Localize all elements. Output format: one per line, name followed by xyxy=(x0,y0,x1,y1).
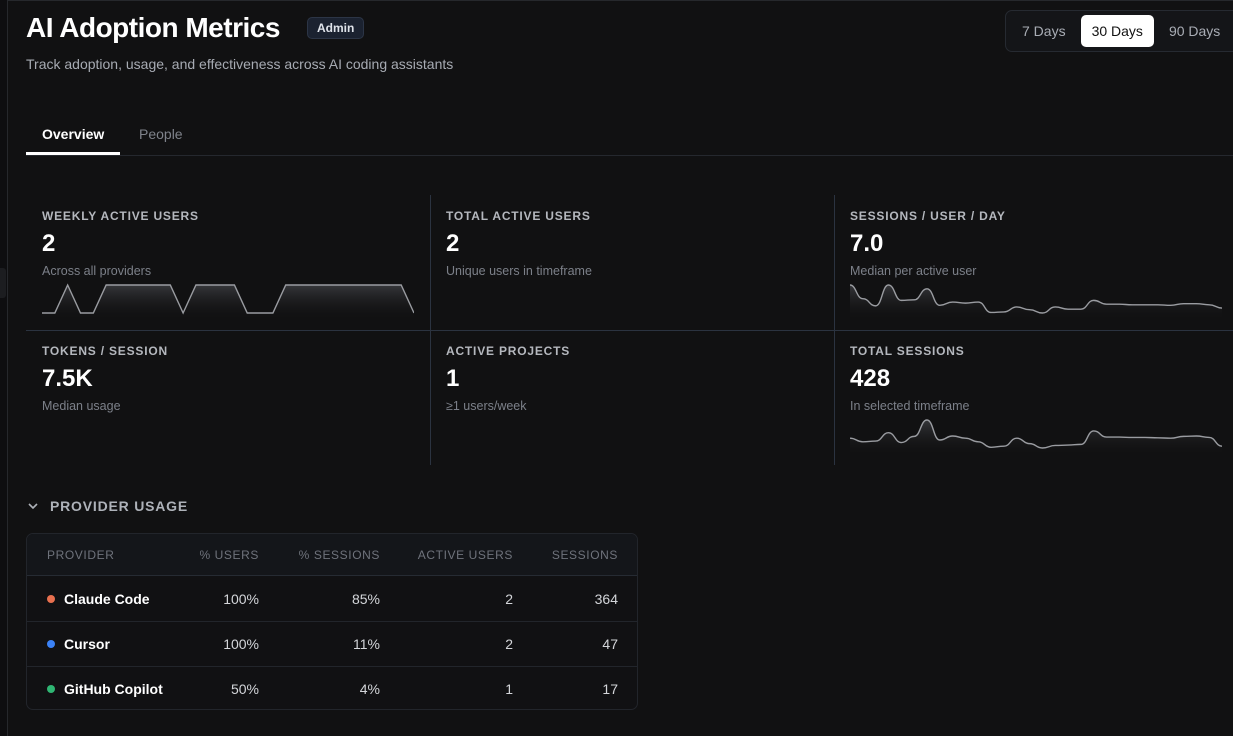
top-divider xyxy=(8,0,1233,1)
active-users-cell: 1 xyxy=(505,681,513,697)
metric-value: 2 xyxy=(446,230,460,257)
column-header: ACTIVE USERS xyxy=(417,547,513,562)
pct-users-cell: 100% xyxy=(223,590,259,607)
provider-name: Claude Code xyxy=(64,590,150,607)
provider-color-dot xyxy=(47,594,55,603)
metric-subtext: Median per active user xyxy=(850,264,977,278)
pct-sessions-cell: 11% xyxy=(353,636,380,652)
metric-label: SESSIONS / USER / DAY xyxy=(850,209,1006,223)
metric-value: 2 xyxy=(42,230,56,257)
sparkline-line xyxy=(850,284,1222,314)
column-header: % USERS xyxy=(199,547,259,562)
weekly-active-users-sparkline xyxy=(42,283,414,321)
sidebar-handle[interactable] xyxy=(0,268,6,298)
metric-value: 7.0 xyxy=(850,230,884,257)
metric-label: ACTIVE PROJECTS xyxy=(446,344,571,358)
chevron-down-icon xyxy=(28,503,38,510)
metric-value: 428 xyxy=(850,365,891,392)
column-header: PROVIDER xyxy=(47,547,115,562)
metric-subtext: Median usage xyxy=(42,399,121,413)
metric-value: 7.5K xyxy=(42,365,93,392)
sessions-cell: 364 xyxy=(594,590,618,607)
metric-subtext: Across all providers xyxy=(42,264,152,278)
metric-sessions-per-user-day: SESSIONS / USER / DAY 7.0 Median per act… xyxy=(834,195,1233,330)
metric-total-sessions: TOTAL SESSIONS 428 In selected timeframe xyxy=(834,330,1233,465)
provider-cell: GitHub Copilot xyxy=(27,681,177,697)
sidebar-edge xyxy=(0,0,8,736)
column-header: % SESSIONS xyxy=(298,547,380,562)
section-title: PROVIDER USAGE xyxy=(50,498,188,514)
sparkline-area xyxy=(42,285,414,321)
provider-usage-table: PROVIDER % USERS % SESSIONS ACTIVE USERS… xyxy=(26,533,638,710)
metric-label: TOKENS / SESSION xyxy=(42,344,168,358)
table-row: GitHub Copilot 50% 4% 1 17 xyxy=(27,666,637,709)
provider-name: Cursor xyxy=(64,636,110,652)
range-90-days-button[interactable]: 90 Days xyxy=(1158,15,1231,47)
tab-overview[interactable]: Overview xyxy=(26,113,121,155)
metric-subtext: Unique users in timeframe xyxy=(446,264,592,278)
metric-value: 1 xyxy=(446,365,460,392)
sparkline-line xyxy=(42,283,414,315)
metric-label: TOTAL ACTIVE USERS xyxy=(446,209,591,223)
divider xyxy=(26,330,1233,331)
total-sessions-sparkline xyxy=(850,419,1222,456)
table-row: Cursor 100% 11% 2 47 xyxy=(27,621,637,666)
metric-label: TOTAL SESSIONS xyxy=(850,344,965,358)
sessions-cell: 17 xyxy=(602,681,618,697)
pct-users-cell: 100% xyxy=(223,636,259,652)
sparkline-line xyxy=(850,419,1222,449)
time-range-selector: 7 Days 30 Days 90 Days xyxy=(1005,10,1233,52)
page-subtitle: Track adoption, usage, and effectiveness… xyxy=(26,56,454,72)
column-header: SESSIONS xyxy=(551,547,618,562)
provider-color-dot xyxy=(47,685,55,693)
table-header: PROVIDER % USERS % SESSIONS ACTIVE USERS… xyxy=(27,534,637,576)
tab-bar: Overview People xyxy=(26,113,1233,156)
metric-weekly-active-users: WEEKLY ACTIVE USERS 2 Across all provide… xyxy=(26,195,430,330)
sparkline-area xyxy=(850,285,1222,321)
pct-sessions-cell: 85% xyxy=(351,590,380,607)
metric-active-projects: ACTIVE PROJECTS 1 ≥1 users/week xyxy=(430,330,834,465)
metrics-grid: WEEKLY ACTIVE USERS 2 Across all provide… xyxy=(26,195,1233,465)
metric-total-active-users: TOTAL ACTIVE USERS 2 Unique users in tim… xyxy=(430,195,834,330)
pct-users-cell: 50% xyxy=(230,681,259,697)
metric-tokens-per-session: TOKENS / SESSION 7.5K Median usage xyxy=(26,330,430,465)
metric-subtext: ≥1 users/week xyxy=(446,399,527,413)
role-badge: Admin xyxy=(307,17,365,39)
sessions-per-user-sparkline xyxy=(850,284,1222,321)
sparkline-area xyxy=(850,420,1222,456)
provider-usage-toggle[interactable]: PROVIDER USAGE xyxy=(26,498,188,514)
provider-cell: Cursor xyxy=(27,636,177,652)
range-7-days-button[interactable]: 7 Days xyxy=(1011,15,1077,47)
active-users-cell: 2 xyxy=(505,636,513,652)
metric-label: WEEKLY ACTIVE USERS xyxy=(42,209,199,223)
tab-people[interactable]: People xyxy=(139,126,183,142)
page-title: AI Adoption Metrics xyxy=(26,12,280,43)
active-users-cell: 2 xyxy=(505,590,513,607)
pct-sessions-cell: 4% xyxy=(359,681,380,697)
range-30-days-button[interactable]: 30 Days xyxy=(1080,15,1154,47)
provider-color-dot xyxy=(47,640,55,648)
provider-cell: Claude Code xyxy=(27,591,177,607)
table-row: Claude Code 100% 85% 2 364 xyxy=(27,576,637,621)
sessions-cell: 47 xyxy=(602,636,618,652)
provider-name: GitHub Copilot xyxy=(64,681,163,697)
metric-subtext: In selected timeframe xyxy=(850,399,970,413)
